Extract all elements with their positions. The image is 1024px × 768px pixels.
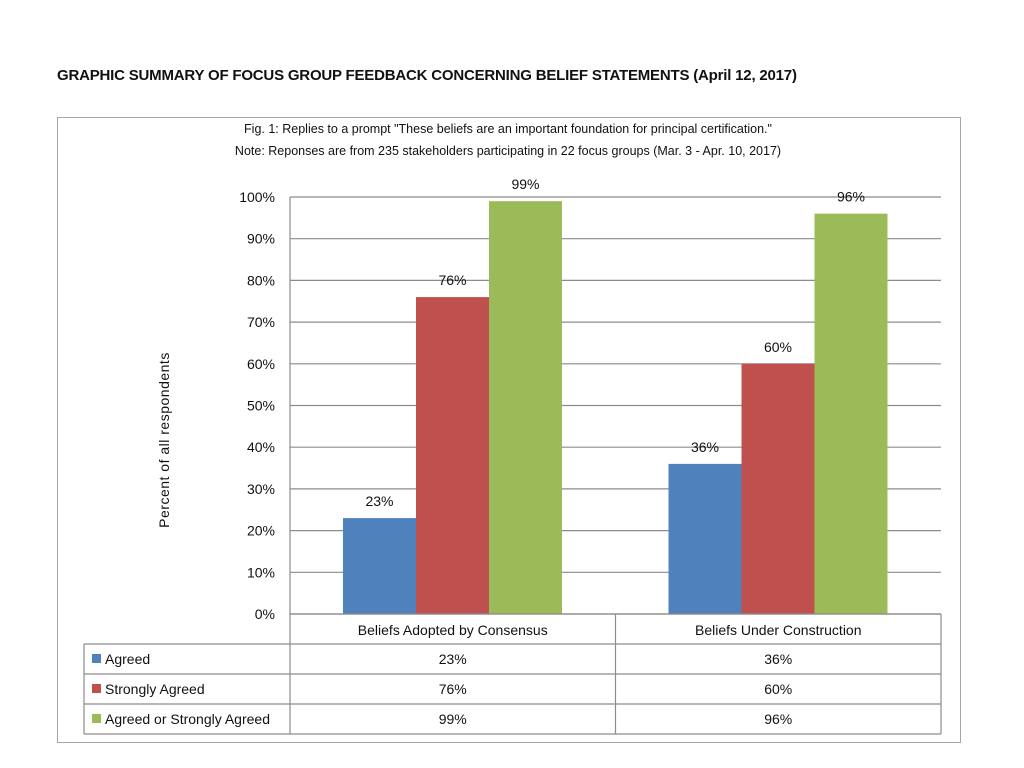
y-tick-label: 50%: [247, 398, 275, 414]
x-category-label: Beliefs Adopted by Consensus: [358, 622, 548, 638]
bar-agreed-2: [668, 463, 742, 614]
data-label: 60%: [764, 339, 792, 355]
bar-agreed-or-strongly-1: [489, 201, 562, 615]
data-label: 76%: [438, 272, 466, 288]
data-labels: 23% 76% 99% 36% 60% 96%: [365, 176, 865, 509]
table-cell: 96%: [764, 711, 792, 727]
bars: [343, 201, 888, 615]
bar-strongly-agreed-2: [741, 363, 815, 614]
legend-swatch: [92, 654, 101, 663]
y-tick-label: 30%: [247, 481, 275, 497]
bar-agreed-1: [343, 518, 416, 614]
y-axis-ticks: 0% 10% 20% 30% 40% 50% 60% 70% 80% 90% 100%: [239, 189, 275, 622]
y-tick-label: 0%: [255, 606, 275, 622]
legend-label: Agreed: [105, 651, 150, 667]
table-cell: 99%: [439, 711, 467, 727]
data-label: 23%: [365, 493, 393, 509]
table-cell: 76%: [439, 681, 467, 697]
chart-frame: [57, 117, 961, 743]
chart-title: Fig. 1: Replies to a prompt "These belie…: [244, 122, 772, 136]
y-axis-label: Percent of all respondents: [156, 352, 172, 528]
data-table: Beliefs Adopted by Consensus Beliefs Unde…: [83, 613, 942, 735]
y-tick-label: 70%: [247, 314, 275, 330]
legend-swatch: [92, 714, 101, 723]
legend-label: Strongly Agreed: [105, 681, 205, 697]
data-label: 99%: [511, 176, 539, 192]
y-tick-label: 90%: [247, 231, 275, 247]
y-tick-label: 10%: [247, 564, 275, 580]
page-title: GRAPHIC SUMMARY OF FOCUS GROUP FEEDBACK …: [57, 67, 797, 84]
table-cell: 60%: [764, 681, 792, 697]
data-label: 96%: [837, 189, 865, 205]
y-tick-label: 80%: [247, 272, 275, 288]
y-tick-label: 100%: [239, 189, 275, 205]
table-cell: 36%: [764, 651, 792, 667]
y-tick-label: 60%: [247, 356, 275, 372]
y-tick-label: 40%: [247, 439, 275, 455]
table-cell: 23%: [439, 651, 467, 667]
data-label: 36%: [691, 439, 719, 455]
y-tick-label: 20%: [247, 523, 275, 539]
chart-subtitle: Note: Reponses are from 235 stakeholders…: [235, 144, 781, 158]
x-category-label: Beliefs Under Construction: [695, 622, 862, 638]
legend-label: Agreed or Strongly Agreed: [105, 711, 270, 727]
bar-strongly-agreed-1: [416, 297, 489, 614]
bar-agreed-or-strongly-2: [814, 213, 888, 614]
legend-swatch: [92, 684, 101, 693]
